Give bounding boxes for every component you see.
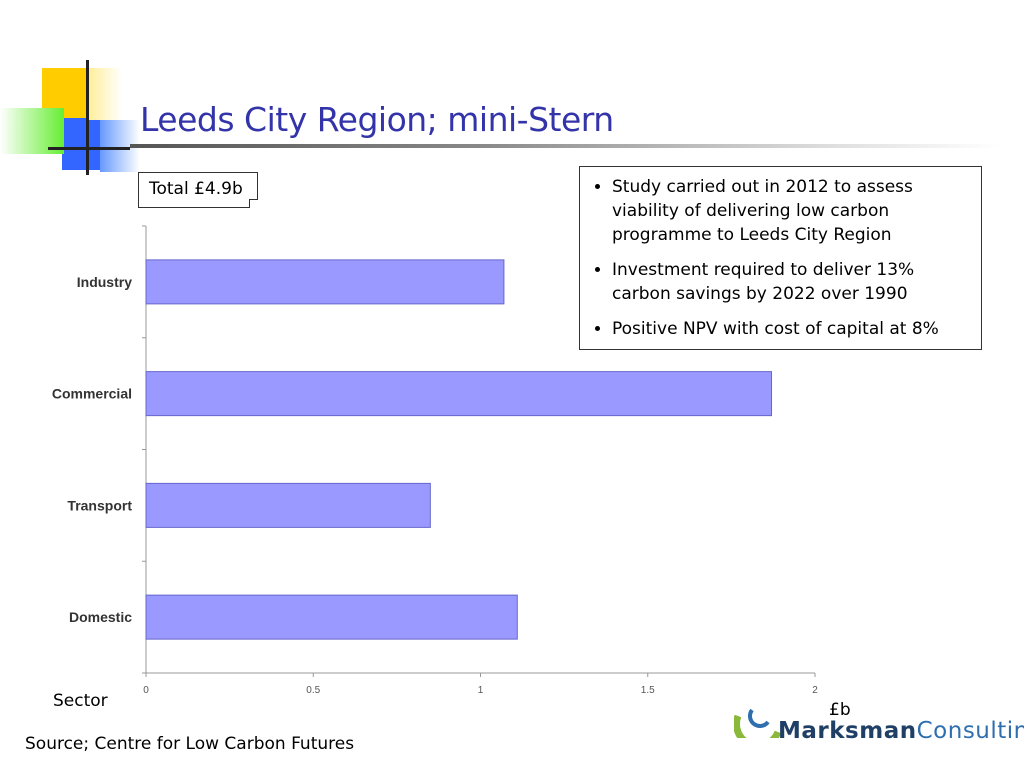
logo-text-bold: Marksman bbox=[778, 718, 917, 744]
category-label-domestic: Domestic bbox=[69, 609, 132, 625]
x-axis-label: £b bbox=[829, 700, 851, 720]
chart-bars bbox=[145, 259, 773, 640]
x-tick-label: 0.5 bbox=[306, 685, 320, 696]
source-note: Source; Centre for Low Carbon Futures bbox=[25, 734, 355, 754]
deco-horizontal-line bbox=[48, 147, 130, 150]
bar-transport bbox=[145, 482, 431, 528]
category-label-industry: Industry bbox=[77, 274, 132, 290]
x-tick-label: 0 bbox=[143, 685, 149, 696]
x-tick-label: 2 bbox=[812, 685, 818, 696]
title-underline bbox=[130, 144, 1000, 148]
summary-bullet-1: Study carried out in 2012 to assess viab… bbox=[612, 175, 971, 247]
category-label-transport: Transport bbox=[67, 497, 132, 513]
category-label-commercial: Commercial bbox=[52, 386, 132, 402]
y-axis-label: Sector bbox=[53, 691, 108, 711]
summary-box: Study carried out in 2012 to assess viab… bbox=[579, 166, 982, 350]
deco-vertical-line bbox=[86, 60, 89, 175]
logo-swirl-icon bbox=[734, 708, 782, 738]
callout-fold-corner bbox=[249, 199, 258, 208]
deco-yellow-fade bbox=[88, 68, 122, 120]
summary-bullet-2: Investment required to deliver 13% carbo… bbox=[612, 258, 971, 306]
total-text: Total £4.9b bbox=[149, 179, 243, 199]
logo-text-light: Consulting bbox=[916, 718, 1024, 744]
bar-domestic bbox=[145, 594, 518, 640]
x-tick-label: 1.5 bbox=[641, 685, 655, 696]
chart-labels: 0 0.5 1 1.5 2 Industry Commercial Transport Dome… bbox=[52, 274, 818, 696]
total-callout: Total £4.9b bbox=[138, 172, 258, 208]
company-logo: MarksmanConsulting bbox=[778, 718, 1024, 744]
deco-green-block bbox=[0, 108, 64, 154]
bar-commercial bbox=[145, 371, 773, 417]
summary-bullet-3: Positive NPV with cost of capital at 8% bbox=[612, 317, 971, 341]
bar-industry bbox=[145, 259, 505, 305]
slide-title: Leeds City Region; mini-Stern bbox=[140, 100, 614, 139]
x-tick-label: 1 bbox=[478, 685, 484, 696]
